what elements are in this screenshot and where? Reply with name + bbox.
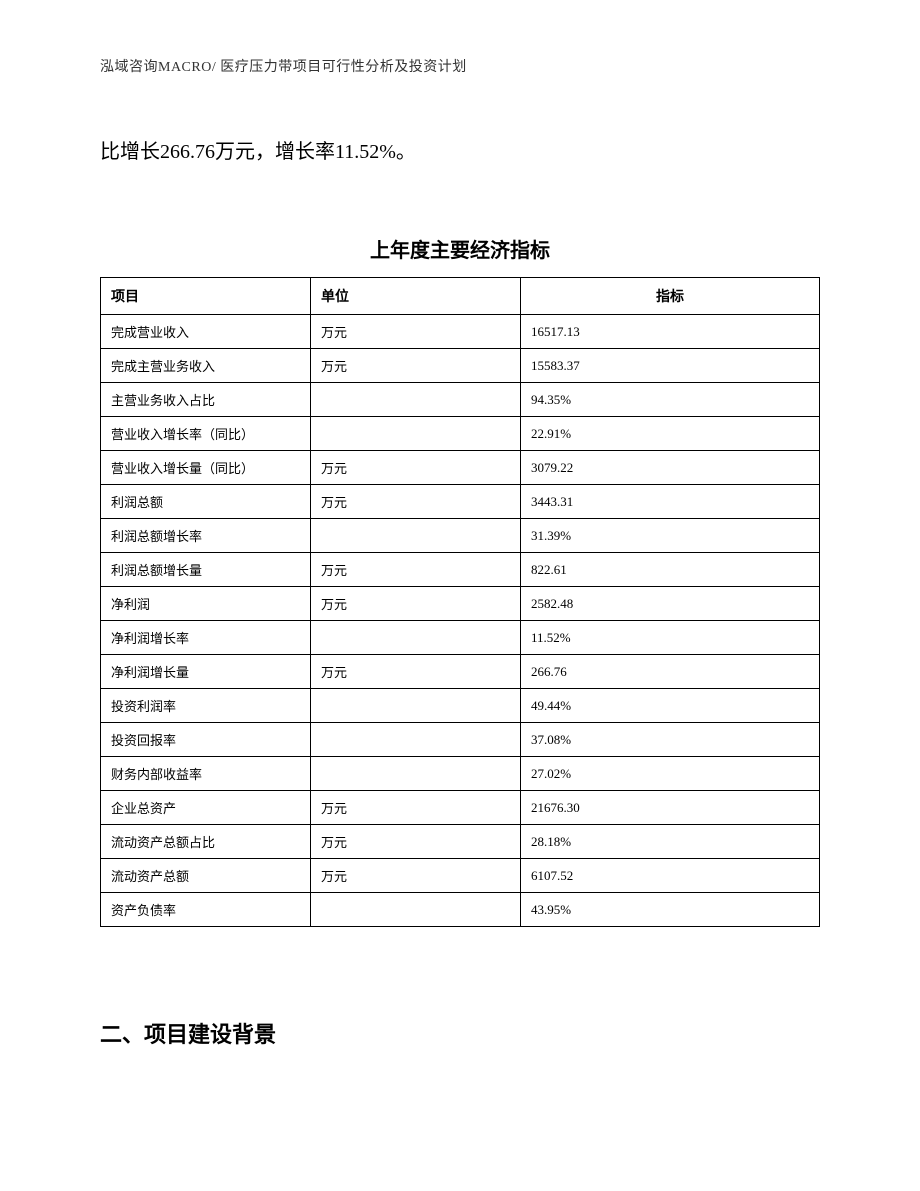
table-cell-unit xyxy=(311,519,521,553)
table-cell-value: 266.76 xyxy=(521,655,820,689)
table-cell-item: 主营业务收入占比 xyxy=(101,383,311,417)
table-cell-unit: 万元 xyxy=(311,791,521,825)
table-row: 净利润增长量万元266.76 xyxy=(101,655,820,689)
table-cell-value: 15583.37 xyxy=(521,349,820,383)
table-cell-item: 流动资产总额 xyxy=(101,859,311,893)
page-header: 泓域咨询MACRO/ 医疗压力带项目可行性分析及投资计划 xyxy=(100,56,820,76)
table-row: 投资回报率 37.08% xyxy=(101,723,820,757)
table-cell-item: 营业收入增长量（同比） xyxy=(101,451,311,485)
table-row: 完成主营业务收入万元15583.37 xyxy=(101,349,820,383)
table-cell-unit: 万元 xyxy=(311,587,521,621)
table-cell-item: 投资回报率 xyxy=(101,723,311,757)
table-cell-value: 822.61 xyxy=(521,553,820,587)
table-cell-value: 49.44% xyxy=(521,689,820,723)
table-cell-item: 企业总资产 xyxy=(101,791,311,825)
table-cell-unit xyxy=(311,893,521,927)
table-cell-unit xyxy=(311,723,521,757)
table-cell-item: 利润总额增长量 xyxy=(101,553,311,587)
table-cell-unit: 万元 xyxy=(311,349,521,383)
table-header-value: 指标 xyxy=(521,278,820,315)
table-cell-value: 2582.48 xyxy=(521,587,820,621)
table-cell-value: 37.08% xyxy=(521,723,820,757)
table-row: 流动资产总额万元6107.52 xyxy=(101,859,820,893)
table-cell-value: 94.35% xyxy=(521,383,820,417)
table-cell-value: 31.39% xyxy=(521,519,820,553)
table-cell-value: 16517.13 xyxy=(521,315,820,349)
table-cell-value: 3079.22 xyxy=(521,451,820,485)
section-heading: 二、项目建设背景 xyxy=(100,1017,820,1049)
body-paragraph: 比增长266.76万元，增长率11.52%。 xyxy=(100,134,820,170)
table-row: 完成营业收入万元16517.13 xyxy=(101,315,820,349)
table-cell-item: 利润总额增长率 xyxy=(101,519,311,553)
table-row: 投资利润率 49.44% xyxy=(101,689,820,723)
table-cell-value: 22.91% xyxy=(521,417,820,451)
table-row: 营业收入增长量（同比）万元3079.22 xyxy=(101,451,820,485)
table-cell-value: 21676.30 xyxy=(521,791,820,825)
table-row: 资产负债率 43.95% xyxy=(101,893,820,927)
table-cell-unit xyxy=(311,621,521,655)
table-cell-unit xyxy=(311,689,521,723)
table-cell-item: 资产负债率 xyxy=(101,893,311,927)
table-cell-unit xyxy=(311,383,521,417)
table-cell-item: 流动资产总额占比 xyxy=(101,825,311,859)
table-cell-unit: 万元 xyxy=(311,553,521,587)
table-cell-unit xyxy=(311,757,521,791)
economic-indicators-table: 项目 单位 指标 完成营业收入万元16517.13完成主营业务收入万元15583… xyxy=(100,277,820,927)
table-cell-value: 6107.52 xyxy=(521,859,820,893)
table-cell-value: 43.95% xyxy=(521,893,820,927)
table-cell-unit: 万元 xyxy=(311,655,521,689)
table-cell-item: 营业收入增长率（同比） xyxy=(101,417,311,451)
table-cell-unit: 万元 xyxy=(311,315,521,349)
table-cell-value: 11.52% xyxy=(521,621,820,655)
table-row: 主营业务收入占比 94.35% xyxy=(101,383,820,417)
table-cell-item: 净利润增长量 xyxy=(101,655,311,689)
table-header-item: 项目 xyxy=(101,278,311,315)
table-row: 流动资产总额占比万元28.18% xyxy=(101,825,820,859)
table-cell-item: 净利润增长率 xyxy=(101,621,311,655)
table-cell-item: 净利润 xyxy=(101,587,311,621)
table-row: 净利润增长率 11.52% xyxy=(101,621,820,655)
table-row: 企业总资产万元21676.30 xyxy=(101,791,820,825)
table-row: 营业收入增长率（同比） 22.91% xyxy=(101,417,820,451)
table-row: 财务内部收益率 27.02% xyxy=(101,757,820,791)
table-cell-unit: 万元 xyxy=(311,485,521,519)
table-title: 上年度主要经济指标 xyxy=(100,234,820,263)
table-cell-value: 3443.31 xyxy=(521,485,820,519)
table-cell-item: 投资利润率 xyxy=(101,689,311,723)
table-cell-item: 利润总额 xyxy=(101,485,311,519)
table-header-row: 项目 单位 指标 xyxy=(101,278,820,315)
table-cell-unit: 万元 xyxy=(311,825,521,859)
table-cell-item: 财务内部收益率 xyxy=(101,757,311,791)
table-cell-item: 完成营业收入 xyxy=(101,315,311,349)
table-cell-value: 27.02% xyxy=(521,757,820,791)
table-header-unit: 单位 xyxy=(311,278,521,315)
table-cell-unit: 万元 xyxy=(311,451,521,485)
table-row: 利润总额万元3443.31 xyxy=(101,485,820,519)
table-cell-value: 28.18% xyxy=(521,825,820,859)
table-cell-item: 完成主营业务收入 xyxy=(101,349,311,383)
table-cell-unit: 万元 xyxy=(311,859,521,893)
table-row: 利润总额增长率 31.39% xyxy=(101,519,820,553)
table-row: 净利润万元2582.48 xyxy=(101,587,820,621)
table-cell-unit xyxy=(311,417,521,451)
table-row: 利润总额增长量万元822.61 xyxy=(101,553,820,587)
